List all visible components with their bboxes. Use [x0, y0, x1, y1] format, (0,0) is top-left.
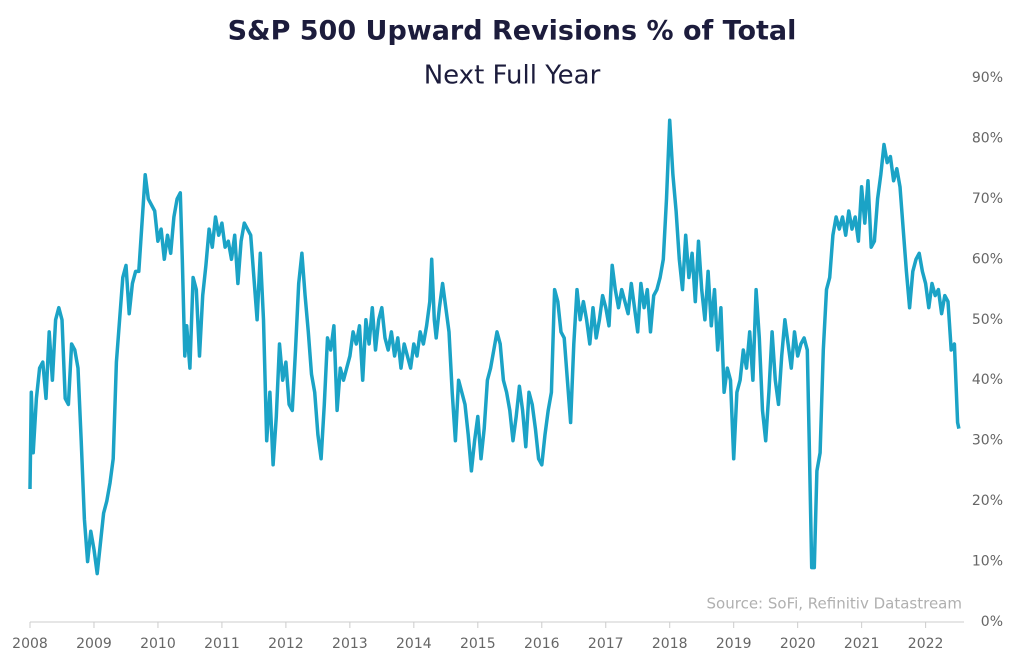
x-tick-label: 2009	[76, 636, 112, 652]
x-tick-label: 2016	[524, 636, 560, 652]
x-tick-label: 2017	[588, 636, 624, 652]
y-tick-label: 80%	[972, 130, 1003, 146]
x-tick-label: 2021	[844, 636, 880, 652]
y-tick-label: 10%	[972, 554, 1003, 570]
series-line	[28, 118, 961, 576]
chart-subtitle: Next Full Year	[424, 61, 601, 91]
y-tick-label: 90%	[972, 70, 1003, 86]
y-tick-label: 0%	[981, 614, 1003, 630]
x-tick-label: 2015	[460, 636, 496, 652]
x-tick-label: 2019	[716, 636, 752, 652]
x-tick-label: 2020	[780, 636, 816, 652]
source-note: Source: SoFi, Refinitiv Datastream	[707, 595, 962, 613]
x-tick-label: 2011	[204, 636, 240, 652]
chart-title: S&P 500 Upward Revisions % of Total	[228, 16, 797, 47]
x-tick-label: 2008	[12, 636, 48, 652]
x-tick-label: 2010	[140, 636, 176, 652]
x-tick-label: 2014	[396, 636, 432, 652]
x-tick-label: 2012	[268, 636, 304, 652]
y-tick-label: 30%	[972, 433, 1003, 449]
y-tick-label: 50%	[972, 312, 1003, 328]
y-tick-label: 20%	[972, 493, 1003, 509]
x-tick-label: 2018	[652, 636, 688, 652]
x-tick-label: 2022	[908, 636, 944, 652]
y-tick-label: 40%	[972, 372, 1003, 388]
y-tick-label: 60%	[972, 251, 1003, 267]
x-tick-label: 2013	[332, 636, 368, 652]
y-tick-label: 70%	[972, 191, 1003, 207]
